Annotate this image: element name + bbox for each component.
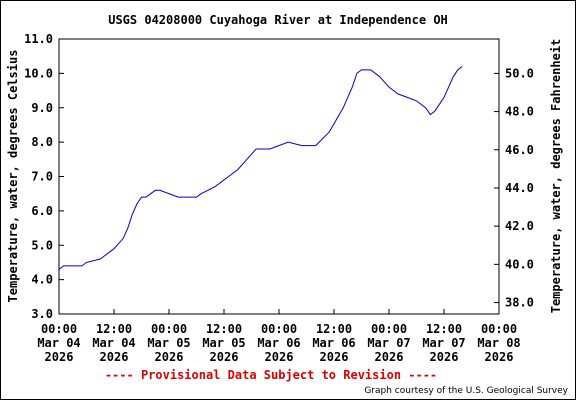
x-tick-label-time: 12:00 [316,322,352,336]
y2-axis-label: Temperature, water, degrees Fahrenheit [549,39,563,314]
x-tick-label-date: Mar 07 [367,336,410,350]
x-tick-label-date: Mar 06 [257,336,300,350]
x-tick-label-year: 2026 [485,350,514,364]
y-tick-label: 11.0 [24,32,53,46]
y2-tick-label: 46.0 [505,143,534,157]
x-tick-label-year: 2026 [45,350,74,364]
y-tick-label: 10.0 [24,66,53,80]
x-tick-label-time: 12:00 [206,322,242,336]
provisional-notice: ---- Provisional Data Subject to Revisio… [105,368,437,382]
y2-axis-ticks: 38.0 40.0 42.0 44.0 46.0 48.0 50.0 [494,66,534,310]
plot-area [58,38,500,315]
y-tick-label: 8.0 [31,135,53,149]
x-tick-label-year: 2026 [320,350,349,364]
series-line [58,66,463,270]
credit-text: Graph courtesy of the U.S. Geological Su… [364,386,568,396]
x-tick-label-date: Mar 07 [422,336,465,350]
x-tick-label-time: 00:00 [481,322,517,336]
y2-tick-label: 40.0 [505,257,534,271]
x-tick-label-date: Mar 08 [477,336,520,350]
x-tick-label-time: 00:00 [371,322,407,336]
x-tick-label-year: 2026 [430,350,459,364]
y-axis-ticks: 3.0 4.0 5.0 6.0 7.0 8.0 9.0 10.0 11.0 [24,32,64,321]
x-tick-label-date: Mar 05 [147,336,190,350]
y-tick-label: 7.0 [31,170,53,184]
x-tick-label-date: Mar 04 [37,336,80,350]
x-tick-label-year: 2026 [375,350,404,364]
y2-tick-label: 50.0 [505,66,534,80]
x-tick-label-time: 00:00 [41,322,77,336]
y-tick-label: 5.0 [31,238,53,252]
x-tick-label-time: 12:00 [426,322,462,336]
x-tick-label-date: Mar 06 [312,336,355,350]
x-tick-label-year: 2026 [210,350,239,364]
x-tick-label-time: 00:00 [261,322,297,336]
series-group [58,66,463,270]
x-tick-label-time: 12:00 [96,322,132,336]
y2-tick-label: 42.0 [505,219,534,233]
y-tick-label: 6.0 [31,204,53,218]
x-tick-label-year: 2026 [265,350,294,364]
y-axis-label: Temperature, water, degrees Celsius [6,50,20,303]
x-tick-label-year: 2026 [155,350,184,364]
y-tick-label: 9.0 [31,101,53,115]
y-tick-label: 3.0 [31,307,53,321]
x-tick-label-time: 00:00 [151,322,187,336]
y2-tick-label: 44.0 [505,181,534,195]
x-tick-label-year: 2026 [100,350,129,364]
y2-tick-label: 38.0 [505,296,534,310]
y2-tick-label: 48.0 [505,105,534,119]
x-tick-label-date: Mar 05 [202,336,245,350]
chart-title: USGS 04208000 Cuyahoga River at Independ… [108,13,448,27]
x-tick-label-date: Mar 04 [92,336,135,350]
y-tick-label: 4.0 [31,273,53,287]
